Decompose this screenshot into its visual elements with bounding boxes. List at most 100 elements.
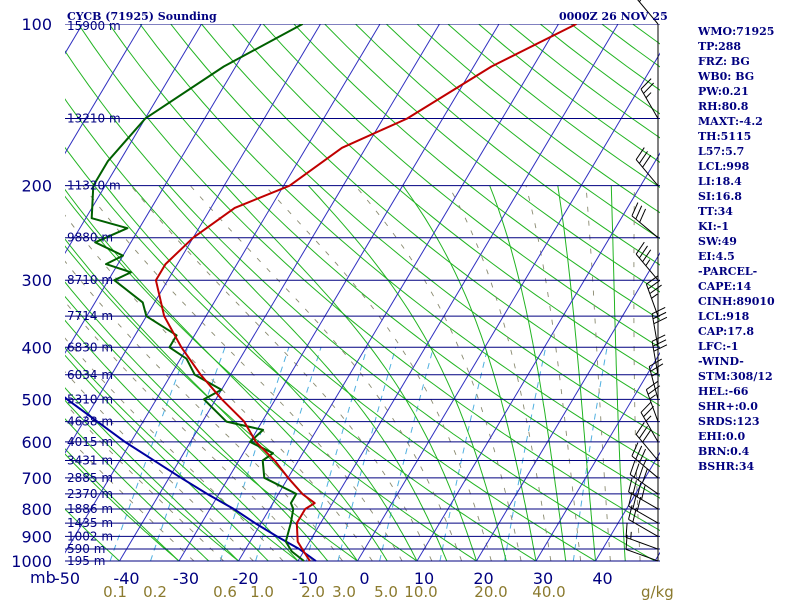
- isotherm: [416, 152, 660, 562]
- wind-barb: [640, 401, 659, 443]
- height-label: 6830 m: [67, 340, 113, 354]
- wind-barb-flag: [651, 307, 666, 315]
- index-row: MAXT:-4.2: [698, 115, 763, 128]
- temperature-tick-label: -10: [292, 569, 318, 588]
- wind-barb-flag: [639, 448, 647, 463]
- wind-barb-flag: [637, 466, 644, 481]
- pressure-tick-label: 500: [21, 390, 52, 409]
- sounding-datetime: 0000Z 26 NOV 25: [559, 10, 668, 23]
- wind-barb-half: [651, 293, 658, 299]
- isotherm: [0, 24, 23, 561]
- index-row: FRZ: BG: [698, 55, 750, 68]
- mixing-ratio-label: 5.0: [374, 583, 398, 600]
- background-lines: [0, 24, 660, 562]
- pressure-tick-label: 600: [21, 433, 52, 452]
- index-row: SHR+:0.0: [698, 400, 758, 413]
- wind-barb: [625, 522, 659, 550]
- wind-barb-flag: [642, 429, 652, 443]
- wind-barb-flag: [651, 334, 666, 342]
- wind-barb-flag: [635, 422, 645, 435]
- wind-barb-shaft: [631, 455, 659, 479]
- wind-barb-shaft: [628, 518, 659, 537]
- profiles: [65, 24, 577, 562]
- index-row: KI:-1: [698, 220, 729, 233]
- wind-barb-half: [645, 92, 652, 99]
- index-row: LCL:998: [698, 160, 750, 173]
- height-label: 15900 m: [67, 19, 121, 33]
- wind-barb-shaft: [651, 341, 659, 375]
- index-row: SRDS:123: [698, 415, 760, 428]
- wind-barb-flag: [640, 401, 652, 413]
- wind-barb-half: [645, 259, 651, 266]
- index-row: WB0: BG: [698, 70, 755, 83]
- wind-barb-shaft: [648, 366, 659, 400]
- pressure-tick-label: 100: [21, 15, 52, 34]
- wind-barb: [635, 147, 659, 186]
- wind-barb-shaft: [629, 473, 659, 495]
- height-label: 590 m: [67, 542, 105, 556]
- temperature-tick-label: -40: [113, 569, 139, 588]
- mixing-ratio-label: 10.0: [404, 583, 437, 600]
- moist-adiabat-dashed: [82, 185, 403, 562]
- wind-barb-flag: [653, 316, 668, 325]
- wind-barb: [640, 78, 659, 119]
- wind-barb-shaft: [645, 284, 659, 317]
- temperature-tick-label: -20: [232, 569, 258, 588]
- index-row: SW:49: [698, 235, 737, 248]
- pressure-unit-label: mb: [30, 568, 56, 587]
- temperature-tick-label: 0: [359, 569, 369, 588]
- pressure-tick-label: 200: [21, 177, 52, 196]
- mixing-ratio-label: 40.0: [532, 583, 565, 600]
- wind-barb-flag: [646, 380, 659, 391]
- index-row: WMO:71925: [698, 25, 775, 38]
- wind-barb-shaft: [651, 313, 659, 348]
- index-row: PW:0.21: [698, 85, 749, 98]
- mixing-ratio-label: 20.0: [474, 583, 507, 600]
- wind-barb-flag: [632, 494, 637, 509]
- wind-barb: [635, 422, 659, 461]
- isotherm: [178, 24, 500, 562]
- isotherm: [297, 24, 619, 562]
- pressure-tick-label: 800: [21, 500, 52, 519]
- height-label: 4638 m: [67, 415, 113, 429]
- isotherm: [535, 351, 660, 562]
- wind-barb-flag: [635, 241, 645, 255]
- index-row: CAPE:14: [698, 280, 752, 293]
- height-label: 2370 m: [67, 487, 113, 501]
- wind-barb-shaft: [637, 0, 659, 25]
- wind-barb: [628, 491, 659, 524]
- wind-barb-flag: [643, 405, 654, 418]
- wind-barb-flag: [652, 311, 667, 320]
- pressure-tick-label: 900: [21, 527, 52, 546]
- height-label: 11320 m: [67, 179, 121, 193]
- temperature-tick-label: -50: [54, 569, 80, 588]
- height-label: 4015 m: [67, 435, 113, 449]
- wind-barb-flag: [641, 469, 648, 484]
- wind-barb-shaft: [645, 389, 659, 422]
- height-label: 7714 m: [67, 309, 113, 323]
- wind-barb-flag: [636, 482, 642, 498]
- mixing-ratio-label: 3.0: [332, 583, 356, 600]
- isotherm: [357, 52, 660, 562]
- wind-barb-flag: [649, 284, 662, 295]
- wind-barb-shaft: [640, 88, 659, 119]
- pressure-tick-label: 1000: [11, 552, 52, 571]
- index-row: EI:4.5: [698, 250, 735, 263]
- wind-barb-flag: [643, 82, 654, 94]
- wind-barb-flag: [640, 78, 652, 90]
- index-row: TP:288: [698, 40, 742, 53]
- wind-barb: [631, 442, 659, 479]
- wind-barb-flag: [628, 477, 633, 493]
- wind-barb-half: [649, 394, 656, 400]
- wind-barb-flag: [635, 205, 643, 220]
- wind-barb: [635, 241, 659, 281]
- wind-barb-flag: [638, 425, 648, 439]
- wind-barb-flag: [652, 339, 667, 347]
- temperature-tick-label: 10: [414, 569, 434, 588]
- wind-barb-flag: [642, 249, 652, 263]
- wind-barb-flag: [633, 463, 640, 478]
- wind-barb-shaft: [640, 412, 659, 443]
- wind-barb: [631, 202, 659, 239]
- wind-barb-flag: [635, 147, 645, 160]
